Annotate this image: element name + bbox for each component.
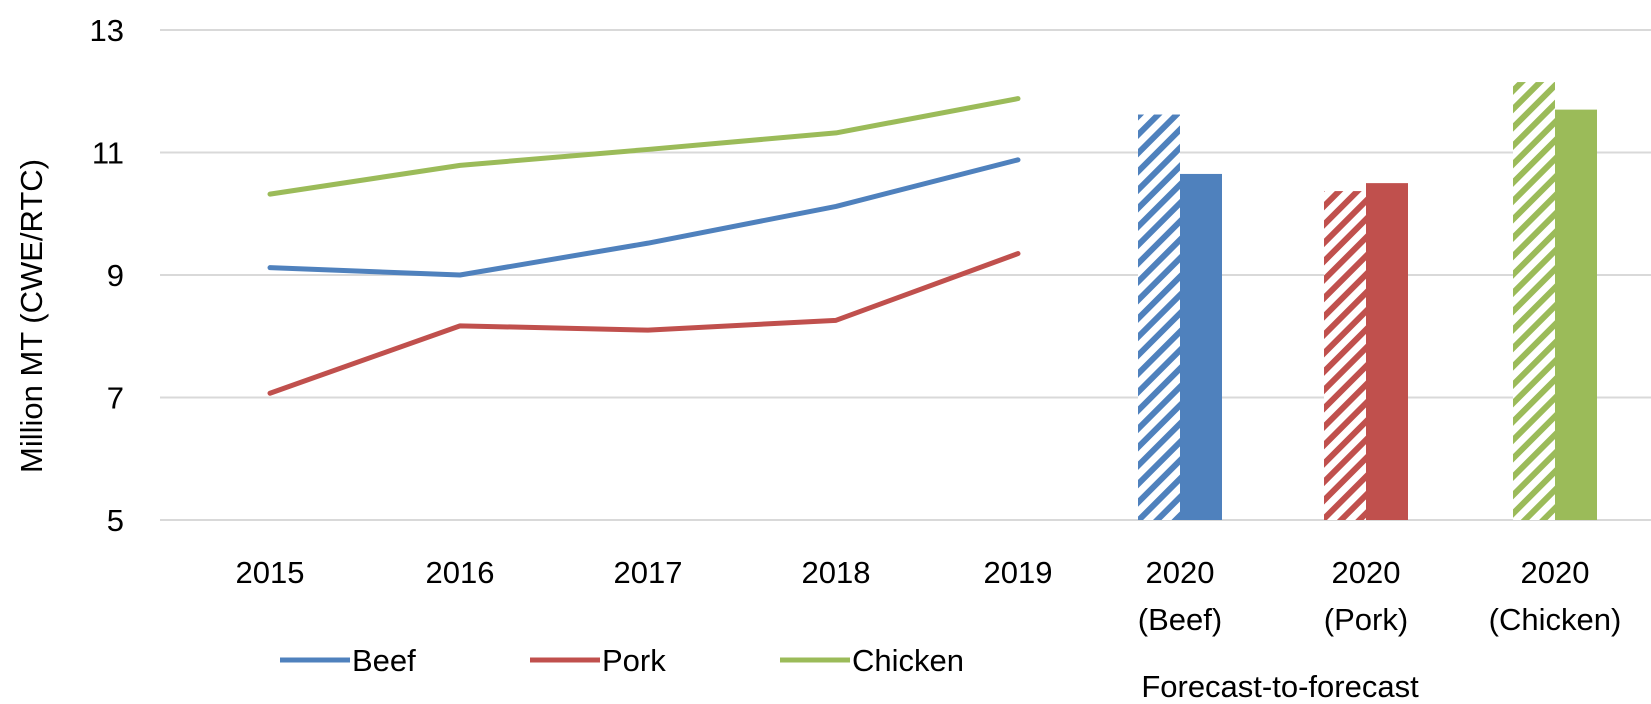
series-line-chicken bbox=[267, 96, 1021, 197]
bar-solid-2 bbox=[1366, 183, 1408, 520]
x-tick-label: 2017 bbox=[614, 555, 683, 590]
x-tick-label: 2020 bbox=[1332, 555, 1401, 590]
gridlines bbox=[160, 29, 1651, 521]
y-tick-label: 7 bbox=[107, 381, 124, 416]
forecast-bars bbox=[1138, 82, 1597, 521]
bar-solid-1 bbox=[1180, 173, 1222, 520]
bar-hatched-1 bbox=[1138, 114, 1180, 521]
legend: Beef Pork Chicken bbox=[280, 643, 964, 678]
x-tick-label: 2016 bbox=[426, 555, 495, 590]
x-tick-label: 2019 bbox=[984, 555, 1053, 590]
y-tick-label: 13 bbox=[90, 13, 124, 48]
x-tick-label: (Beef) bbox=[1138, 602, 1222, 637]
x-tick-label: (Pork) bbox=[1324, 602, 1408, 637]
y-tick-label: 5 bbox=[107, 503, 124, 538]
x-tick-label: (Chicken) bbox=[1489, 602, 1622, 637]
x-axis-ticks: 2015 2016 2017 2018 2019 2020 (Beef) 2020 (Pork)… bbox=[236, 555, 1622, 637]
x-tick-label: 2018 bbox=[802, 555, 871, 590]
y-axis-ticks: 5 7 9 11 13 bbox=[90, 13, 124, 538]
bar-hatched-2 bbox=[1324, 191, 1366, 520]
x-tick-label: 2015 bbox=[236, 555, 305, 590]
series-line-beef bbox=[267, 157, 1021, 278]
series-line-pork bbox=[267, 251, 1021, 396]
line-series bbox=[267, 96, 1021, 396]
y-tick-label: 9 bbox=[107, 258, 124, 293]
bar-hatched-3 bbox=[1513, 82, 1555, 520]
legend-label: Pork bbox=[602, 643, 666, 678]
x-tick-label: 2020 bbox=[1146, 555, 1215, 590]
x-tick-label: 2020 bbox=[1521, 555, 1590, 590]
legend-label: Beef bbox=[352, 643, 416, 678]
bar-solid-3 bbox=[1555, 109, 1597, 520]
y-axis-label: Million MT (CWE/RTC) bbox=[14, 159, 49, 473]
y-tick-label: 11 bbox=[92, 136, 124, 171]
legend-label: Chicken bbox=[852, 643, 964, 678]
forecast-group-label: Forecast-to-forecast bbox=[1141, 669, 1419, 704]
